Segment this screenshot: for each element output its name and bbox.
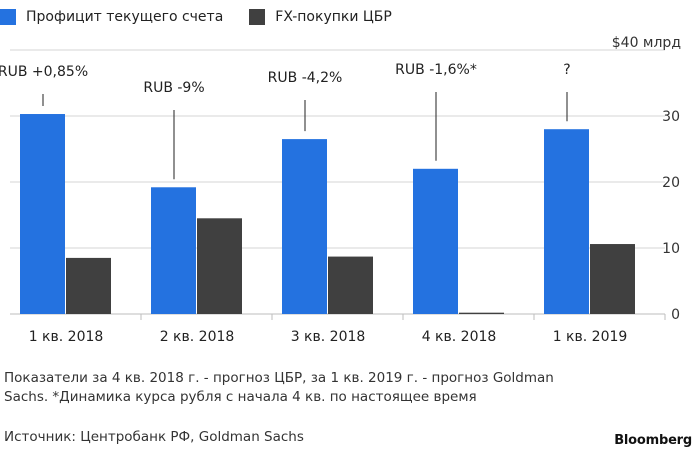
y-tick-label: 0 [671,307,680,323]
bar-current-account [544,129,589,314]
annotation-label: ? [563,62,570,78]
bar-fx-purchases [590,244,635,314]
x-tick-label: 1 кв. 2018 [29,329,104,345]
annotation-label: RUB +0,85% [0,64,88,80]
bloomberg-logo: Bloomberg [614,433,692,448]
x-tick-label: 3 кв. 2018 [291,329,366,345]
legend: Профицит текущего счета FX-покупки ЦБР [0,6,418,28]
footnote: Показатели за 4 кв. 2018 г. - прогноз ЦБ… [4,370,554,405]
x-tick-label: 4 кв. 2018 [422,329,497,345]
source-note: Источник: Центробанк РФ, Goldman Sachs [4,429,304,445]
legend-item-current-account: Профицит текущего счета [0,9,223,25]
y-tick-label: 20 [662,175,680,191]
annotation-label: RUB -4,2% [268,70,343,86]
bar-fx-purchases [197,218,242,314]
bar-fx-purchases [66,257,111,314]
y-tick-label: $40 млрд [612,36,681,51]
bar-fx-purchases [459,312,504,314]
y-tick-label: 10 [662,241,680,257]
legend-swatch-current-account [0,9,16,25]
bar-current-account [151,187,196,314]
x-tick-label: 1 кв. 2019 [553,329,628,345]
bar-fx-purchases [328,256,373,314]
bar-current-account [413,168,458,314]
annotation-label: RUB -1,6%* [395,62,477,78]
legend-label-fx-purchases: FX-покупки ЦБР [275,9,392,25]
legend-item-fx-purchases: FX-покупки ЦБР [249,9,392,25]
x-tick-label: 2 кв. 2018 [160,329,235,345]
y-tick-label: 30 [662,109,680,125]
bar-current-account [20,114,65,315]
bar-chart: 0 10 20 30 $40 млрд 1 кв. 2018 RUB +0,85% 2 кв.… [0,36,681,345]
annotation-label: RUB -9% [143,80,204,96]
legend-label-current-account: Профицит текущего счета [26,9,224,25]
bar-current-account [282,139,327,314]
legend-swatch-fx-purchases [249,9,266,25]
